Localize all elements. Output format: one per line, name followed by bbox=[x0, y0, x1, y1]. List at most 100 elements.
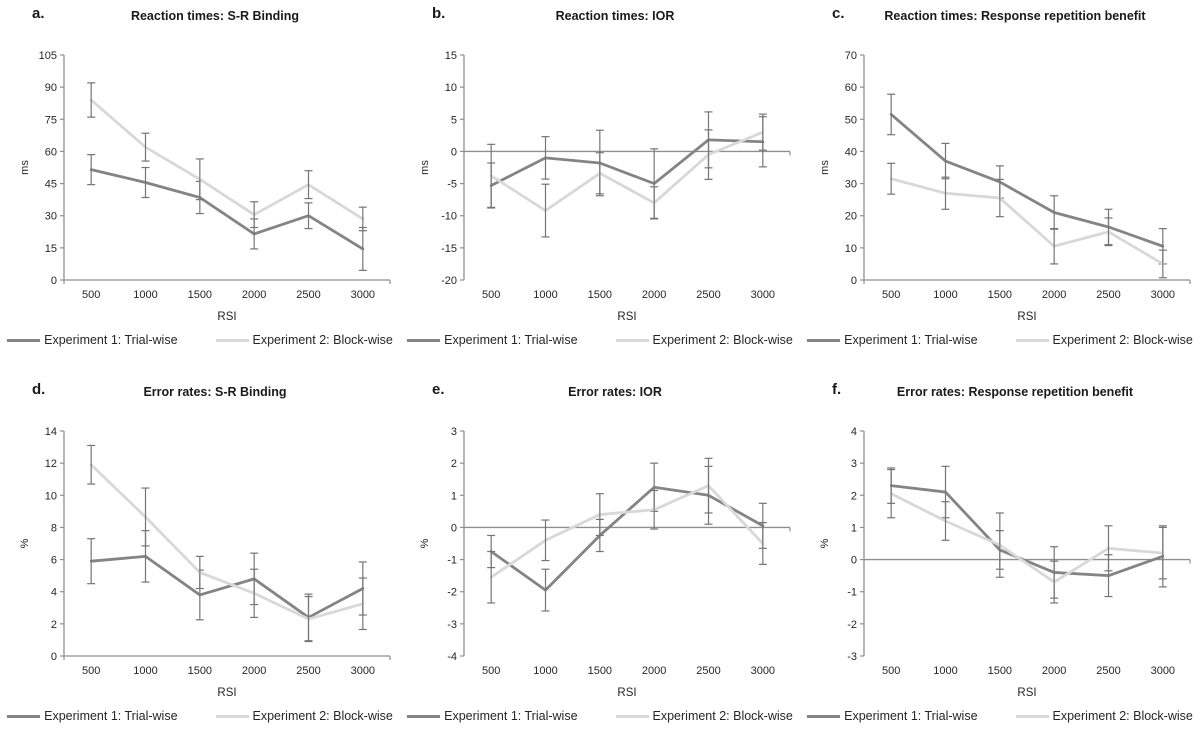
panel-f: f. Error rates: Response repetition bene… bbox=[800, 376, 1200, 753]
series-line-exp2 bbox=[889, 492, 1165, 584]
series-line-exp2 bbox=[489, 130, 765, 212]
y-tick-label: 40 bbox=[845, 146, 857, 158]
x-tick-label: 3000 bbox=[1151, 289, 1175, 301]
y-tick-label: -3 bbox=[847, 651, 857, 663]
legend-entry-exp1: Experiment 1: Trial-wise bbox=[7, 709, 178, 723]
legend-label-exp2: Experiment 2: Block-wise bbox=[1052, 709, 1193, 723]
y-tick-label: 30 bbox=[45, 211, 57, 223]
y-axis-title: % bbox=[19, 538, 31, 548]
x-tick-label: 2000 bbox=[1042, 289, 1066, 301]
y-tick-label: -2 bbox=[447, 587, 457, 599]
x-tick-label: 1000 bbox=[133, 289, 157, 301]
legend-label-exp1: Experiment 1: Trial-wise bbox=[44, 333, 178, 347]
legend-line-swatch-exp1 bbox=[807, 714, 841, 718]
chart-legend: Experiment 1: Trial-wise Experiment 2: B… bbox=[800, 333, 1200, 347]
x-tick-label: 2000 bbox=[642, 665, 666, 677]
y-tick-label: 3 bbox=[851, 458, 857, 470]
legend-entry-exp2: Experiment 2: Block-wise bbox=[215, 709, 393, 723]
series-line-exp2 bbox=[489, 484, 765, 579]
legend-entry-exp2: Experiment 2: Block-wise bbox=[1015, 333, 1193, 347]
x-axis-title: RSI bbox=[1017, 687, 1036, 699]
legend-entry-exp2: Experiment 2: Block-wise bbox=[1015, 709, 1193, 723]
legend-label-exp2: Experiment 2: Block-wise bbox=[252, 709, 393, 723]
legend-entry-exp2: Experiment 2: Block-wise bbox=[615, 333, 793, 347]
y-tick-label: -4 bbox=[447, 651, 457, 663]
legend-entry-exp1: Experiment 1: Trial-wise bbox=[407, 333, 578, 347]
y-tick-label: 1 bbox=[851, 522, 857, 534]
y-tick-label: 30 bbox=[845, 179, 857, 191]
y-tick-label: 5 bbox=[451, 114, 457, 126]
y-tick-label: 45 bbox=[45, 179, 57, 191]
chart-plot-area: 0 15 30 45 60 75 90 105 500 1000 1500 2000 2500 3000 m… bbox=[19, 50, 391, 323]
x-tick-label: 2000 bbox=[242, 289, 266, 301]
x-tick-label: 1500 bbox=[988, 665, 1012, 677]
chart-legend: Experiment 1: Trial-wise Experiment 2: B… bbox=[0, 333, 400, 347]
y-tick-label: 2 bbox=[51, 619, 57, 631]
x-tick-label: 1500 bbox=[188, 289, 212, 301]
y-axis-title: ms bbox=[419, 160, 431, 175]
x-tick-label: 3000 bbox=[1151, 665, 1175, 677]
y-tick-label: 6 bbox=[51, 555, 57, 567]
chart-legend: Experiment 1: Trial-wise Experiment 2: B… bbox=[400, 333, 800, 347]
x-tick-label: 2500 bbox=[1096, 665, 1120, 677]
legend-line-swatch-exp1 bbox=[407, 338, 441, 342]
y-tick-label: 4 bbox=[851, 426, 857, 438]
y-tick-label: 10 bbox=[445, 82, 457, 94]
legend-entry-exp2: Experiment 2: Block-wise bbox=[615, 709, 793, 723]
x-tick-label: 2500 bbox=[1096, 289, 1120, 301]
legend-label-exp2: Experiment 2: Block-wise bbox=[1052, 333, 1193, 347]
legend-line-swatch-exp2 bbox=[1015, 714, 1049, 718]
panel-letter: e. bbox=[432, 381, 445, 398]
panel-letter: a. bbox=[32, 5, 45, 22]
chart-legend: Experiment 1: Trial-wise Experiment 2: B… bbox=[800, 709, 1200, 723]
legend-entry-exp1: Experiment 1: Trial-wise bbox=[807, 709, 978, 723]
y-axis-title: ms bbox=[19, 160, 31, 175]
panel-c: c. Reaction times: Response repetition b… bbox=[800, 0, 1200, 376]
legend-line-swatch-exp2 bbox=[1015, 338, 1049, 342]
x-axis-title: RSI bbox=[217, 687, 236, 699]
x-tick-label: 1000 bbox=[133, 665, 157, 677]
panel-b: b. Reaction times: IOR -20 -15 -10 -5 0 5 10 15… bbox=[400, 0, 800, 376]
chart-title: Error rates: Response repetition benefit bbox=[896, 385, 1134, 399]
y-tick-label: 2 bbox=[851, 490, 857, 502]
y-axis-title: % bbox=[819, 538, 831, 548]
y-tick-label: 8 bbox=[51, 522, 57, 534]
y-tick-label: 15 bbox=[45, 243, 57, 255]
y-tick-label: 0 bbox=[851, 275, 857, 287]
y-tick-label: 3 bbox=[451, 426, 457, 438]
panel-letter: c. bbox=[832, 5, 845, 22]
x-tick-label: 2000 bbox=[1042, 665, 1066, 677]
series-line-exp2 bbox=[89, 98, 365, 221]
x-tick-label: 1000 bbox=[533, 665, 557, 677]
series-line-exp2 bbox=[889, 177, 1165, 266]
legend-label-exp1: Experiment 1: Trial-wise bbox=[444, 709, 578, 723]
y-tick-label: -15 bbox=[441, 243, 457, 255]
x-tick-label: 2000 bbox=[242, 665, 266, 677]
y-tick-label: -20 bbox=[441, 275, 457, 287]
y-tick-label: 15 bbox=[445, 50, 457, 62]
chart-title: Error rates: IOR bbox=[568, 385, 662, 399]
x-tick-label: 1500 bbox=[588, 289, 612, 301]
y-tick-label: 70 bbox=[845, 50, 857, 62]
legend-entry-exp1: Experiment 1: Trial-wise bbox=[7, 333, 178, 347]
legend-line-swatch-exp1 bbox=[7, 714, 41, 718]
x-tick-label: 1500 bbox=[588, 665, 612, 677]
y-tick-label: -10 bbox=[441, 211, 457, 223]
chart-plot-area: -20 -15 -10 -5 0 5 10 15 500 1000 1500 2000 2500 3000… bbox=[419, 50, 791, 323]
x-tick-label: 500 bbox=[882, 289, 900, 301]
x-tick-label: 500 bbox=[482, 665, 500, 677]
x-tick-label: 1500 bbox=[188, 665, 212, 677]
y-axis-title: ms bbox=[819, 160, 831, 175]
chart-title: Reaction times: Response repetition bene… bbox=[884, 9, 1146, 23]
y-tick-label: 60 bbox=[45, 146, 57, 158]
series-line-exp2 bbox=[89, 463, 365, 621]
y-tick-label: -2 bbox=[847, 619, 857, 631]
x-tick-label: 2500 bbox=[296, 289, 320, 301]
legend-entry-exp1: Experiment 1: Trial-wise bbox=[407, 709, 578, 723]
y-tick-label: 14 bbox=[45, 426, 57, 438]
chart-title: Reaction times: IOR bbox=[555, 9, 675, 23]
y-tick-label: 10 bbox=[45, 490, 57, 502]
x-tick-label: 500 bbox=[82, 289, 100, 301]
y-tick-label: -1 bbox=[847, 587, 857, 599]
